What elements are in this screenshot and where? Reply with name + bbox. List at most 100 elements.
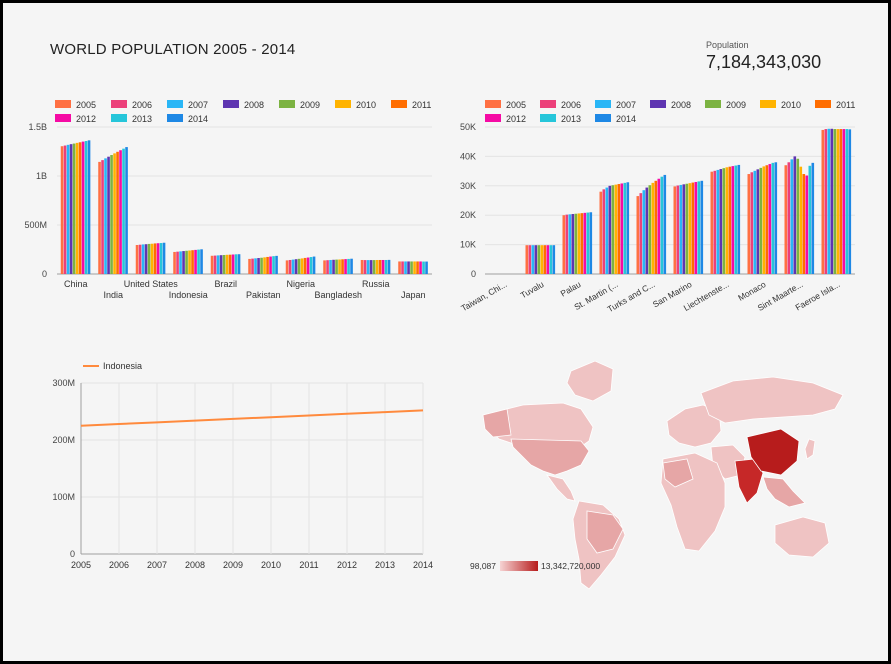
bar [122, 148, 125, 274]
legend-label: 2013 [561, 114, 581, 124]
legend-label: 2012 [76, 114, 96, 124]
china-region [746, 428, 800, 476]
bar [750, 172, 754, 274]
bar [228, 254, 232, 274]
x-tick-label: Japan [401, 290, 426, 300]
bar [254, 258, 257, 274]
y-tick-label: 500M [24, 220, 47, 230]
bar [768, 164, 772, 274]
bar [734, 165, 738, 274]
bar [107, 156, 110, 274]
bar [688, 183, 692, 274]
bar [648, 185, 652, 274]
africa-west-region [662, 458, 694, 488]
bar [565, 214, 569, 274]
bar [288, 259, 292, 274]
legend-swatch [485, 100, 501, 108]
bar [135, 244, 139, 274]
bar [790, 159, 794, 274]
scale-max-label: 13,342,720,000 [541, 561, 600, 571]
bar [275, 255, 278, 274]
x-tick-label: Bangladesh [314, 290, 362, 300]
legend-swatch [111, 100, 127, 108]
bar [104, 158, 107, 274]
bar [808, 165, 812, 274]
bar [401, 261, 404, 274]
bar [360, 259, 364, 274]
bar [197, 249, 200, 274]
x-tick-label: India [103, 290, 123, 300]
x-tick-label: Taiwan, Chi... [459, 279, 508, 313]
bar [338, 259, 341, 274]
bar [716, 169, 720, 274]
central-america-region [546, 474, 576, 502]
bar [323, 260, 326, 274]
bar [537, 245, 541, 274]
bar [562, 215, 566, 274]
bar [811, 162, 815, 274]
color-scale-bar [500, 561, 538, 571]
bar [72, 143, 76, 274]
bar [602, 189, 606, 274]
bar [620, 183, 624, 274]
legend-label: 2014 [188, 114, 208, 124]
russia-region [700, 376, 844, 424]
bar [248, 258, 251, 274]
bar [654, 180, 658, 274]
bar [378, 259, 382, 274]
bar [344, 259, 347, 274]
legend-label: 2010 [781, 100, 801, 110]
bar [546, 245, 550, 274]
bar [660, 176, 664, 274]
legend-label: 2005 [76, 100, 96, 110]
y-tick-label: 20K [460, 210, 476, 220]
x-tick-label: 2014 [413, 560, 433, 570]
bar [150, 243, 154, 274]
scorecard-label: Population [706, 40, 749, 50]
bar [589, 212, 593, 274]
bar [234, 254, 238, 274]
bar [87, 140, 91, 274]
legend-swatch [279, 100, 295, 108]
bar [793, 156, 797, 274]
bar [263, 257, 266, 274]
legend-swatch [650, 100, 666, 108]
x-tick-label: 2008 [185, 560, 205, 570]
bar [384, 259, 388, 274]
bar [842, 129, 846, 274]
bar [219, 255, 223, 274]
bar [713, 170, 717, 274]
legend-label: 2014 [616, 114, 636, 124]
bar [836, 129, 840, 274]
legend-label: 2012 [506, 114, 526, 124]
legend-swatch [111, 114, 127, 122]
bar [425, 261, 428, 274]
bar [728, 166, 732, 274]
dashboard-page: WORLD POPULATION 2005 - 2014 Population … [3, 3, 888, 661]
legend-swatch [223, 100, 239, 108]
bar [222, 254, 226, 274]
bar [580, 213, 584, 274]
y-tick-label: 50K [460, 122, 476, 132]
bar [802, 174, 806, 274]
bar [387, 259, 391, 274]
bar [116, 151, 119, 274]
legend-label: 2010 [356, 100, 376, 110]
y-tick-label: 300M [52, 378, 75, 388]
bar [419, 261, 422, 274]
bar [583, 212, 587, 274]
bar [294, 259, 298, 274]
legend-label: 2007 [188, 100, 208, 110]
legend-swatch [335, 100, 351, 108]
legend-swatch [167, 100, 183, 108]
legend-label: 2011 [836, 100, 855, 110]
x-tick-label: 2005 [71, 560, 91, 570]
bar [771, 162, 775, 274]
legend-label: 2007 [616, 100, 636, 110]
bar [156, 243, 160, 274]
legend-swatch [391, 100, 407, 108]
greenland-region [566, 360, 614, 402]
bar [663, 174, 667, 274]
bar [805, 175, 809, 274]
bar [697, 181, 701, 274]
